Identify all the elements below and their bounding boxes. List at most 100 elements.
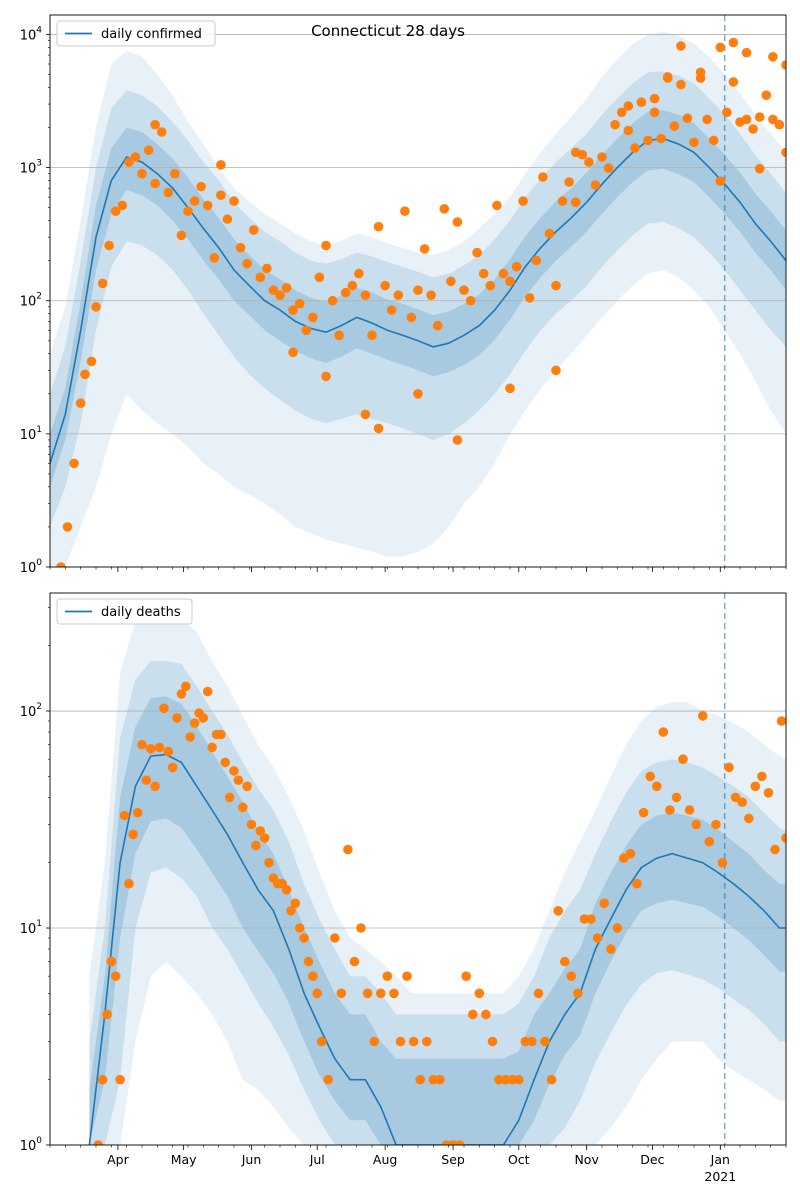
data-point — [748, 124, 758, 134]
data-point — [389, 988, 399, 999]
data-point — [128, 829, 138, 840]
x-tick-label: Jun — [241, 1152, 262, 1167]
data-point — [551, 280, 561, 291]
data-point — [603, 163, 614, 173]
data-point — [343, 844, 353, 855]
data-point — [316, 1036, 327, 1047]
data-point — [220, 757, 230, 768]
data-point — [768, 114, 778, 125]
data-point — [124, 157, 134, 167]
data-point — [428, 1074, 439, 1085]
data-point — [251, 840, 261, 851]
data-point — [638, 807, 649, 818]
data-point — [606, 944, 616, 954]
data-point — [540, 1036, 550, 1047]
data-point — [349, 956, 360, 967]
data-point — [669, 121, 680, 131]
median-line — [88, 753, 786, 1145]
data-point — [255, 272, 266, 283]
data-point — [518, 196, 528, 206]
data-point — [340, 287, 351, 298]
data-point — [235, 242, 246, 253]
data-point — [741, 114, 752, 125]
data-point — [514, 1074, 524, 1085]
data-point — [645, 771, 655, 782]
data-point — [110, 971, 121, 981]
data-point — [172, 713, 182, 723]
data-point — [682, 113, 693, 123]
data-point — [347, 280, 358, 291]
data-point — [599, 898, 609, 909]
data-point — [189, 196, 200, 206]
data-point — [781, 60, 786, 70]
data-point — [259, 833, 270, 843]
data-point — [422, 1036, 432, 1047]
data-point — [454, 1140, 465, 1145]
data-point — [665, 805, 675, 815]
x-tick-label: Jan — [710, 1152, 730, 1167]
data-point — [321, 371, 331, 382]
x-tick-label: Apr — [107, 1152, 129, 1167]
data-point — [299, 933, 309, 943]
data-point — [69, 458, 79, 469]
data-point — [413, 389, 423, 399]
data-point — [334, 330, 344, 341]
data-point — [373, 221, 384, 232]
data-point — [474, 988, 485, 999]
data-point — [75, 398, 86, 409]
data-point — [408, 1036, 419, 1047]
data-point — [124, 878, 134, 889]
x-tick-label: Sep — [441, 1152, 465, 1167]
data-point — [176, 689, 187, 699]
data-point — [86, 356, 97, 367]
data-point — [117, 200, 128, 211]
data-point — [301, 325, 312, 336]
x-tick-label: Nov — [574, 1152, 599, 1167]
data-point — [376, 988, 386, 999]
data-point — [224, 792, 235, 803]
data-point — [649, 93, 660, 104]
data-point — [500, 1074, 511, 1085]
x-tick-label: Dec — [640, 1152, 664, 1167]
data-point — [229, 766, 239, 776]
data-point — [708, 135, 719, 146]
data-point — [557, 196, 568, 206]
data-point — [91, 302, 101, 312]
data-point — [222, 214, 233, 224]
data-point — [715, 176, 726, 186]
data-point — [592, 933, 603, 943]
data-point — [711, 819, 721, 830]
data-point — [652, 781, 662, 792]
data-point — [163, 746, 174, 757]
data-point — [156, 127, 167, 137]
data-point — [150, 781, 160, 792]
data-point — [268, 285, 279, 296]
data-point — [336, 988, 347, 999]
data-point — [730, 792, 741, 803]
data-point — [678, 754, 688, 764]
x-tick-label: May — [171, 1152, 197, 1167]
data-point — [303, 956, 314, 967]
data-point — [768, 52, 778, 62]
data-point — [573, 988, 583, 999]
data-point — [369, 1036, 380, 1047]
plot-area — [50, 15, 786, 567]
data-point — [308, 971, 318, 981]
data-point — [533, 988, 544, 999]
data-point — [527, 1036, 537, 1047]
data-point — [312, 988, 323, 999]
data-point — [80, 369, 90, 380]
uncertainty-band — [50, 110, 786, 487]
data-point — [741, 47, 752, 58]
data-point — [724, 762, 734, 773]
data-point — [754, 164, 765, 174]
data-point — [531, 255, 542, 266]
data-point — [623, 125, 634, 136]
data-point — [97, 1074, 108, 1085]
data-point — [632, 878, 642, 889]
data-point — [198, 713, 209, 723]
data-point — [472, 247, 482, 258]
data-point — [551, 365, 561, 376]
data-point — [360, 290, 371, 301]
data-point — [264, 857, 274, 868]
